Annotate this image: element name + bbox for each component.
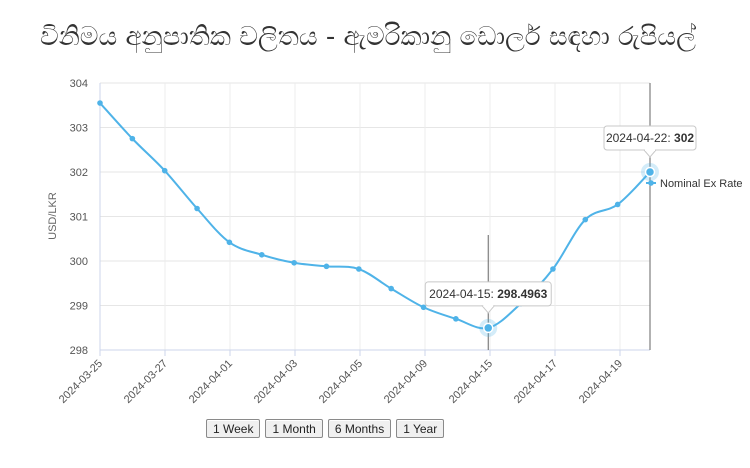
tooltip: 2024-04-22: 302 bbox=[603, 125, 697, 158]
tooltip-date: 2024-04-15: bbox=[429, 287, 497, 301]
tooltip-pointer bbox=[642, 149, 658, 158]
data-point[interactable] bbox=[291, 259, 297, 266]
data-point[interactable] bbox=[226, 239, 233, 246]
range-1-month-button[interactable]: 1 Month bbox=[265, 419, 323, 438]
data-point[interactable] bbox=[582, 216, 589, 223]
data-point[interactable] bbox=[97, 100, 103, 106]
y-tick-label: 304 bbox=[70, 78, 88, 90]
y-axis-label: USD/LKR bbox=[47, 192, 59, 240]
data-point[interactable] bbox=[129, 135, 136, 142]
tooltip-pointer bbox=[481, 305, 496, 314]
data-point[interactable] bbox=[420, 304, 427, 311]
y-tick-label: 300 bbox=[70, 256, 88, 268]
tooltip-value: 302 bbox=[674, 131, 694, 145]
data-point[interactable] bbox=[453, 316, 459, 322]
data-point[interactable] bbox=[323, 263, 330, 270]
chart-title: විනිමය අනුපාතික චලිතය - ඇමරිකානු ඩොලර් ස… bbox=[40, 22, 696, 52]
data-points bbox=[97, 100, 659, 337]
y-axis: 298 299 300 301 302 303 304 bbox=[70, 78, 101, 357]
data-point[interactable] bbox=[356, 266, 362, 272]
grid bbox=[99, 82, 650, 351]
x-tick-label: 2024-04-17 bbox=[512, 358, 560, 406]
range-1-week-button[interactable]: 1 Week bbox=[206, 419, 261, 438]
tooltip-date: 2024-04-22: bbox=[606, 131, 674, 145]
series-line bbox=[99, 102, 651, 330]
data-point[interactable] bbox=[161, 167, 168, 174]
x-tick-label: 2024-04-15 bbox=[447, 358, 495, 406]
range-selector: 1 Week 1 Month 6 Months 1 Year bbox=[206, 419, 445, 438]
svg-text:2024-04-22: 302: 2024-04-22: 302 bbox=[606, 131, 694, 145]
hover-point[interactable] bbox=[482, 322, 494, 334]
x-tick-label: 2024-04-05 bbox=[317, 358, 365, 406]
data-point[interactable] bbox=[388, 285, 394, 292]
data-point[interactable] bbox=[550, 266, 556, 272]
legend-marker bbox=[648, 180, 654, 186]
y-tick-label: 299 bbox=[70, 301, 88, 313]
range-6-months-button[interactable]: 6 Months bbox=[327, 419, 392, 438]
x-tick-label: 2024-04-09 bbox=[382, 358, 430, 406]
hover-point[interactable] bbox=[644, 166, 656, 178]
tooltip-value: 298.4963 bbox=[497, 287, 547, 301]
tooltip: 2024-04-15: 298.4963 bbox=[424, 281, 552, 314]
data-point[interactable] bbox=[258, 251, 265, 258]
range-1-year-button[interactable]: 1 Year bbox=[396, 419, 445, 438]
legend-label[interactable]: Nominal Ex Rate bbox=[660, 178, 743, 190]
x-tick-label: 2024-04-19 bbox=[577, 358, 625, 406]
data-point[interactable] bbox=[194, 205, 200, 212]
x-tick-label: 2024-03-25 bbox=[57, 358, 105, 406]
y-tick-label: 301 bbox=[70, 212, 88, 224]
y-tick-label: 302 bbox=[70, 167, 88, 179]
x-tick-label: 2024-04-03 bbox=[252, 358, 300, 406]
tooltips: 2024-04-15: 298.4963 2024-04-22: 302 bbox=[424, 125, 697, 314]
x-tick-label: 2024-04-01 bbox=[187, 358, 235, 406]
x-axis: 2024-03-25 2024-03-27 2024-04-01 2024-04-03… bbox=[57, 349, 650, 406]
x-tick-label: 2024-03-27 bbox=[122, 358, 170, 406]
data-point[interactable] bbox=[614, 201, 621, 208]
svg-text:2024-04-15: 298.4963: 2024-04-15: 298.4963 bbox=[429, 287, 547, 301]
y-tick-label: 298 bbox=[70, 345, 88, 357]
y-tick-label: 303 bbox=[70, 123, 88, 135]
legend: Nominal Ex Rate bbox=[646, 178, 743, 190]
